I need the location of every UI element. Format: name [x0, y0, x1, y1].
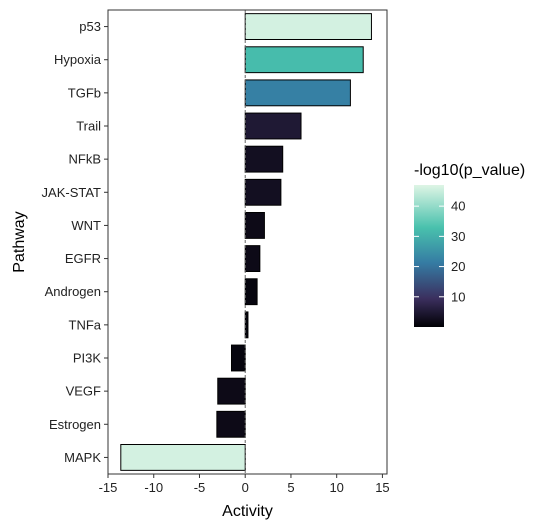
legend-title: -log10(p_value): [414, 162, 525, 179]
y-tick-label: JAK-STAT: [42, 185, 102, 200]
bar-nfkb: [244, 145, 284, 173]
x-tick-label: 10: [329, 480, 343, 495]
color-legend: -log10(p_value) 40 30 20 10: [414, 162, 525, 327]
y-tick-label: p53: [79, 19, 101, 34]
y-tick-label: Androgen: [45, 284, 101, 299]
y-tick-label: TGFb: [68, 85, 101, 100]
bar-jak-stat: [244, 178, 282, 206]
y-tick-label: Estrogen: [49, 417, 101, 432]
y-tick-label: EGFR: [65, 251, 101, 266]
y-tick-label: MAPK: [64, 450, 101, 465]
legend-ticks: 40 30 20 10: [414, 199, 465, 304]
y-tick-label: PI3K: [73, 351, 102, 366]
bar-androgen: [244, 278, 258, 306]
y-axis: p53 Hypoxia TGFb Trail NFkB JAK-STAT WNT EGFR An…: [42, 19, 108, 465]
y-tick-label: WNT: [71, 218, 101, 233]
legend-tick-label: 10: [451, 289, 465, 304]
bar-tgfb: [244, 79, 351, 107]
x-tick-label: 5: [287, 480, 294, 495]
bar-trail: [244, 112, 302, 140]
y-tick-label: TNFa: [69, 317, 102, 332]
bar-wnt: [244, 212, 265, 239]
plot-panel-border: [107, 9, 388, 475]
bar-estrogen: [216, 410, 246, 438]
y-axis-title: Pathway: [11, 211, 28, 272]
legend-tick-label: 40: [451, 199, 465, 214]
bar-tnfa: [244, 311, 249, 339]
legend-color-bar: [414, 185, 444, 327]
y-tick-label: VEGF: [66, 384, 101, 399]
bar-hypoxia: [244, 46, 364, 74]
x-tick-label: 15: [375, 480, 389, 495]
y-tick-label: Hypoxia: [54, 52, 102, 67]
x-axis-title: Activity: [222, 503, 273, 520]
bar-pi3k: [230, 344, 246, 372]
x-tick-label: 0: [242, 480, 249, 495]
bar-mapk: [120, 444, 246, 471]
bar-vegf: [217, 377, 246, 405]
x-tick-label: -5: [194, 480, 206, 495]
bars-layer: [120, 13, 372, 471]
bar-egfr: [244, 245, 261, 272]
y-tick-label: NFkB: [69, 152, 102, 167]
bar-p53: [244, 13, 372, 40]
y-tick-label: Trail: [76, 119, 101, 134]
x-tick-label: -10: [144, 480, 163, 495]
legend-tick-label: 20: [451, 259, 465, 274]
x-tick-label: -15: [99, 480, 118, 495]
x-axis: -15 -10 -5 0 5 10 15: [99, 474, 390, 495]
legend-tick-label: 30: [451, 229, 465, 244]
